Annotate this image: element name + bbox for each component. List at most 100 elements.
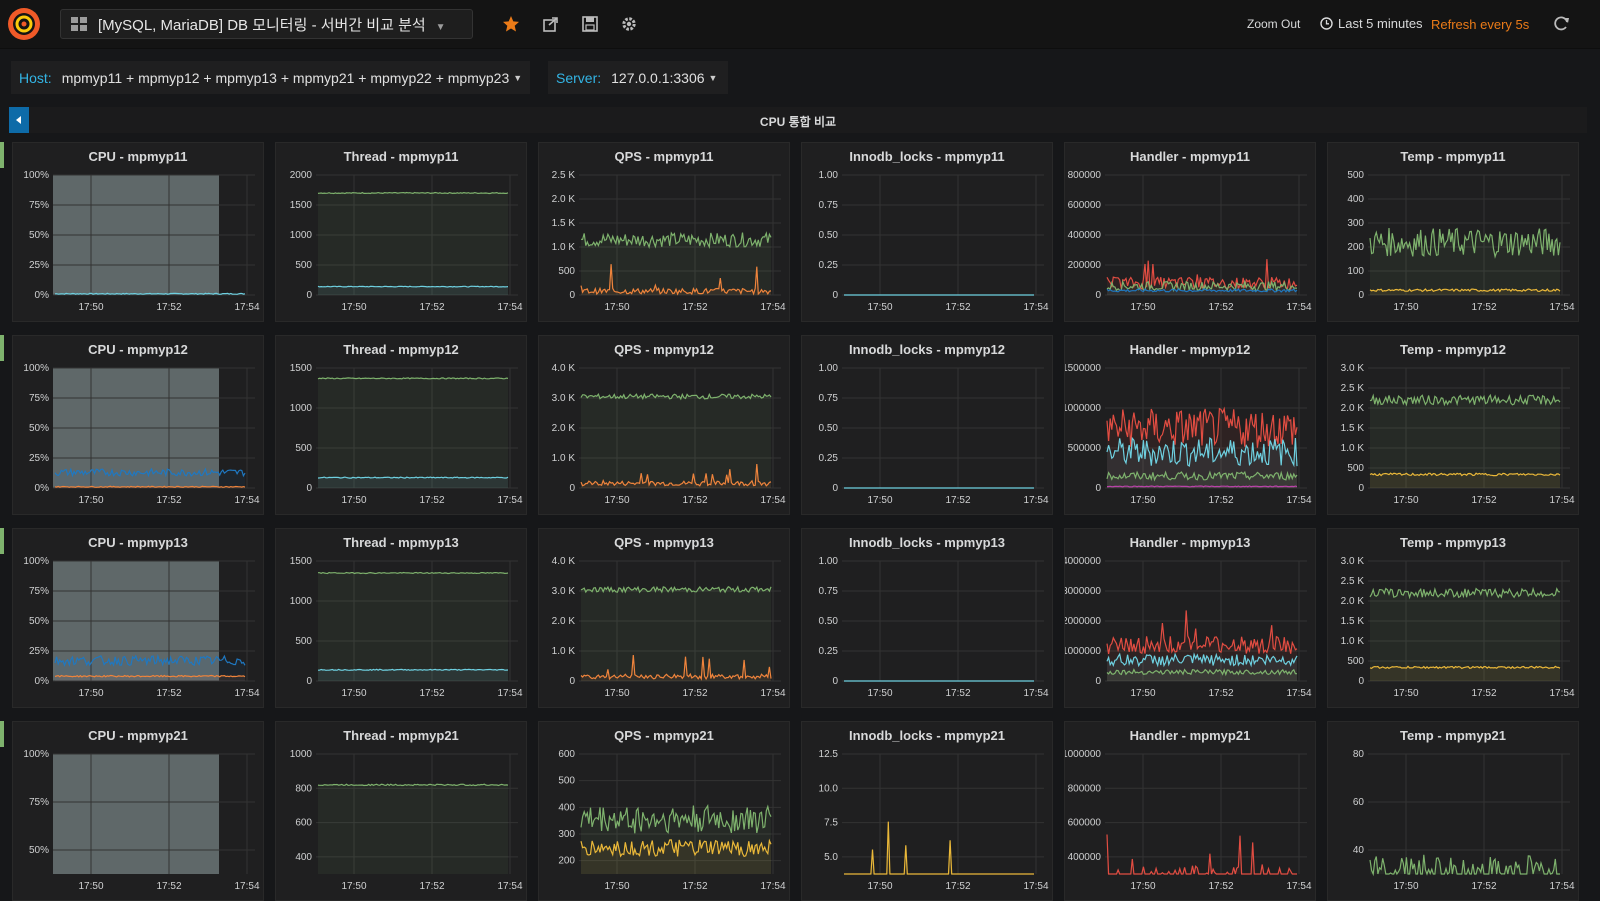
row-indicator <box>0 528 4 554</box>
graph-panel-qps[interactable]: QPS - mpmyp13 4.0 K 3.0 K 2.0 K 1.0 K 0 17:50 1… <box>538 528 790 708</box>
time-range-picker[interactable]: Last 5 minutes <box>1320 16 1423 31</box>
star-icon[interactable] <box>502 15 520 33</box>
dashboard-grid-icon <box>71 17 87 31</box>
graph-panel-innodb-locks[interactable]: Innodb_locks - mpmyp13 1.00 0.75 0.50 0.25 0 1… <box>801 528 1053 708</box>
y-tick-label: 1000000 <box>1065 403 1101 414</box>
y-tick-label: 1.5 K <box>552 218 576 229</box>
graph-panel-handler[interactable]: Handler - mpmyp12 1500000 1000000 500000 0 17… <box>1064 335 1316 515</box>
server-variable[interactable]: Server: 127.0.0.1:3306 ▼ <box>548 61 728 94</box>
graph-panel-handler[interactable]: Handler - mpmyp13 4000000 3000000 2000000 10… <box>1064 528 1316 708</box>
settings-icon[interactable] <box>620 15 638 33</box>
graph-panel-innodb-locks[interactable]: Innodb_locks - mpmyp11 1.00 0.75 0.50 0.25 0 1… <box>801 142 1053 322</box>
panel-title[interactable]: Handler - mpmyp13 <box>1129 535 1251 550</box>
server-variable-label: Server: <box>556 69 602 86</box>
y-tick-label: 4000000 <box>1065 556 1101 567</box>
graph-panel-innodb-locks[interactable]: Innodb_locks - mpmyp12 1.00 0.75 0.50 0.25 0 1… <box>801 335 1053 515</box>
graph-panel-qps[interactable]: QPS - mpmyp11 2.5 K 2.0 K 1.5 K 1.0 K 500 0 17:… <box>538 142 790 322</box>
panel-title[interactable]: CPU - mpmyp11 <box>88 149 188 164</box>
share-icon[interactable] <box>542 15 560 33</box>
graph-panel-temp[interactable]: Temp - mpmyp13 3.0 K 2.5 K 2.0 K 1.5 K 1.0 K 5… <box>1327 528 1579 708</box>
graph-panel-temp[interactable]: Temp - mpmyp21 80 60 40 17:50 17:52 17:54 <box>1327 721 1579 901</box>
panel-title[interactable]: Thread - mpmyp11 <box>343 149 459 164</box>
x-tick-label: 17:52 <box>945 495 970 506</box>
y-tick-label: 0.25 <box>819 646 839 657</box>
graph-panel-qps[interactable]: QPS - mpmyp12 4.0 K 3.0 K 2.0 K 1.0 K 0 17:50 1… <box>538 335 790 515</box>
graph-panel-thread[interactable]: Thread - mpmyp13 1500 1000 500 0 17:50 17:52 17… <box>275 528 527 708</box>
y-tick-label: 1000 <box>290 403 313 414</box>
y-tick-label: 500 <box>295 636 312 647</box>
y-tick-label: 600000 <box>1068 818 1102 829</box>
panel-title[interactable]: Innodb_locks - mpmyp12 <box>848 342 1006 357</box>
panel-title[interactable]: Innodb_locks - mpmyp21 <box>848 728 1006 743</box>
panel-title[interactable]: Handler - mpmyp21 <box>1129 728 1251 743</box>
panel-title[interactable]: Handler - mpmyp12 <box>1129 342 1251 357</box>
graph-panel-cpu[interactable]: CPU - mpmyp21 100% 75% 50% 17:50 17:52 17:54 <box>12 721 264 901</box>
x-tick-label: 17:52 <box>1471 881 1496 892</box>
y-tick-label: 0 <box>832 483 838 494</box>
y-tick-label: 1500 <box>290 556 313 567</box>
x-tick-label: 17:50 <box>1130 881 1155 892</box>
graph-panel-cpu[interactable]: CPU - mpmyp13 100% 75% 50% 25% 0% 17:50 17:52 17… <box>12 528 264 708</box>
y-tick-label: 0.25 <box>819 453 839 464</box>
x-tick-label: 17:54 <box>1286 881 1311 892</box>
dashboard-picker[interactable]: [MySQL, MariaDB] DB 모니터링 - 서버간 비교 분석 ▼ <box>60 9 473 39</box>
series-area <box>318 286 508 295</box>
x-tick-label: 17:52 <box>156 881 181 892</box>
panel-title[interactable]: Temp - mpmyp21 <box>1400 728 1506 743</box>
x-tick-label: 17:54 <box>497 881 522 892</box>
panel-title[interactable]: Thread - mpmyp12 <box>343 342 459 357</box>
y-tick-label: 600 <box>295 818 312 829</box>
row-title[interactable]: CPU 통합 비교 <box>759 115 837 129</box>
panel-title[interactable]: CPU - mpmyp12 <box>88 342 188 357</box>
graph-panel-cpu[interactable]: CPU - mpmyp11 100% 75% 50% 25% 0% 17:50 17:52 17… <box>12 142 264 322</box>
refresh-icon[interactable] <box>1553 15 1570 32</box>
x-tick-label: 17:54 <box>1549 495 1574 506</box>
graph-panel-cpu[interactable]: CPU - mpmyp12 100% 75% 50% 25% 0% 17:50 17:52 17… <box>12 335 264 515</box>
series-area <box>581 586 771 681</box>
panel-title[interactable]: Innodb_locks - mpmyp13 <box>848 535 1006 550</box>
graph-panel-qps[interactable]: QPS - mpmyp21 600 500 400 300 200 17:50 17:52 17… <box>538 721 790 901</box>
panel-title[interactable]: QPS - mpmyp11 <box>614 149 714 164</box>
refresh-interval-label[interactable]: Refresh every 5s <box>1431 17 1530 32</box>
y-tick-label: 4.0 K <box>552 363 576 374</box>
graph-canvas: 4.0 K 3.0 K 2.0 K 1.0 K 0 17:50 17:52 17:54 <box>552 556 786 699</box>
save-icon[interactable] <box>581 15 599 33</box>
panel-title[interactable]: Temp - mpmyp11 <box>1400 149 1506 164</box>
panel-title[interactable]: CPU - mpmyp21 <box>88 728 188 743</box>
y-tick-label: 0.75 <box>819 586 839 597</box>
y-tick-label: 25% <box>29 260 49 271</box>
panel-title[interactable]: Temp - mpmyp12 <box>1400 342 1506 357</box>
x-tick-label: 17:52 <box>682 495 707 506</box>
row-collapse-button[interactable] <box>9 107 29 133</box>
graph-panel-handler[interactable]: Handler - mpmyp21 1000000 800000 600000 4000… <box>1064 721 1316 901</box>
panel-title[interactable]: CPU - mpmyp13 <box>88 535 188 550</box>
grafana-logo-icon[interactable] <box>6 6 42 42</box>
x-tick-label: 17:52 <box>945 302 970 313</box>
graph-panel-thread[interactable]: Thread - mpmyp21 1000 800 600 400 17:50 17:52 1… <box>275 721 527 901</box>
series-line <box>1369 665 1561 670</box>
panel-title[interactable]: QPS - mpmyp12 <box>614 342 714 357</box>
panel-title[interactable]: QPS - mpmyp21 <box>614 728 714 743</box>
graph-panel-temp[interactable]: Temp - mpmyp12 3.0 K 2.5 K 2.0 K 1.5 K 1.0 K 5… <box>1327 335 1579 515</box>
panel-title[interactable]: Handler - mpmyp11 <box>1130 149 1250 164</box>
graph-panel-thread[interactable]: Thread - mpmyp12 1500 1000 500 0 17:50 17:52 17… <box>275 335 527 515</box>
graph-panel-handler[interactable]: Handler - mpmyp11 800000 600000 400000 20000… <box>1064 142 1316 322</box>
panel-title[interactable]: Innodb_locks - mpmyp11 <box>849 149 1005 164</box>
panel-title[interactable]: Thread - mpmyp21 <box>343 728 459 743</box>
host-variable[interactable]: Host: mpmyp11 + mpmyp12 + mpmyp13 + mpmy… <box>11 61 530 94</box>
graph-panel-thread[interactable]: Thread - mpmyp11 2000 1500 1000 500 0 17:50 17:… <box>275 142 527 322</box>
graph-canvas: 500 400 300 200 100 0 17:50 17:52 17:54 <box>1347 170 1575 313</box>
row-indicator <box>0 142 4 168</box>
panel-title[interactable]: Temp - mpmyp13 <box>1400 535 1506 550</box>
series-line <box>580 264 772 296</box>
x-tick-label: 17:52 <box>1208 302 1233 313</box>
y-tick-label: 1500000 <box>1065 363 1101 374</box>
graph-panel-innodb-locks[interactable]: Innodb_locks - mpmyp21 12.5 10.0 7.5 5.0 17:5… <box>801 721 1053 901</box>
graph-panel-temp[interactable]: Temp - mpmyp11 500 400 300 200 100 0 17:50 17:52… <box>1327 142 1579 322</box>
panel-title[interactable]: QPS - mpmyp13 <box>614 535 714 550</box>
y-tick-label: 600 <box>558 749 575 760</box>
zoom-out-button[interactable]: Zoom Out <box>1247 17 1301 31</box>
series-line <box>54 485 246 488</box>
panel-title[interactable]: Thread - mpmyp13 <box>343 535 459 550</box>
x-tick-label: 17:50 <box>1130 688 1155 699</box>
